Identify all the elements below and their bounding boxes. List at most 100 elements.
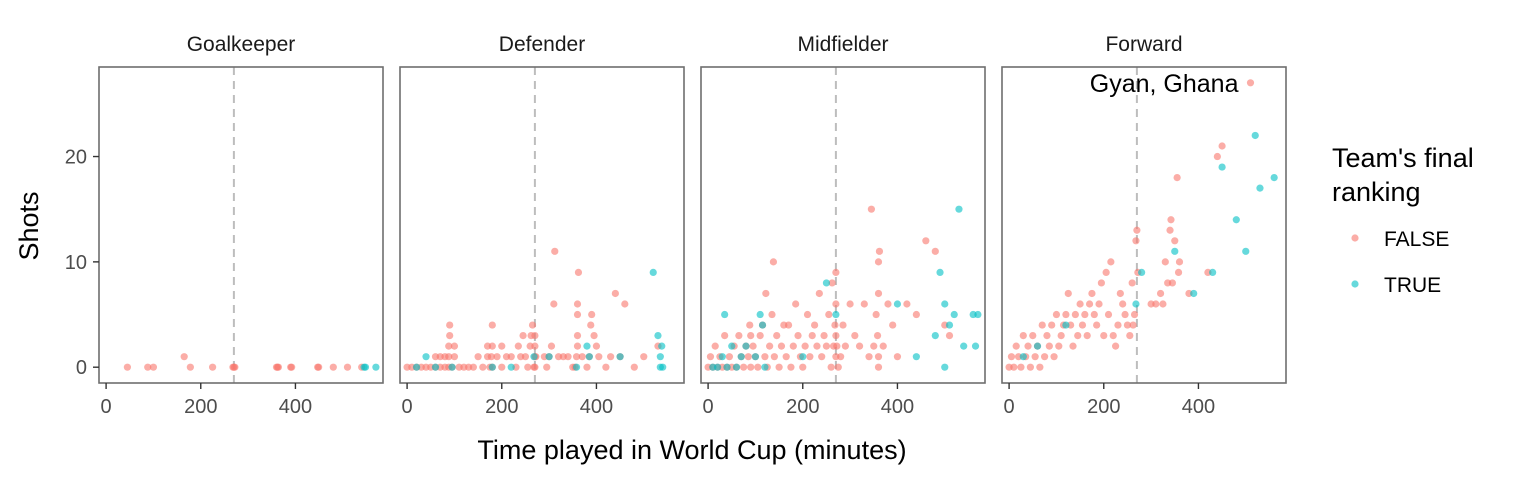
data-point (611, 289, 619, 298)
data-point (547, 342, 556, 350)
data-point (1048, 321, 1056, 329)
data-point (1085, 300, 1094, 308)
x-tick-label: 0 (402, 396, 413, 418)
data-point (945, 332, 954, 340)
data-point (971, 342, 980, 350)
data-point (789, 342, 797, 350)
data-point (718, 353, 726, 361)
data-point (149, 363, 158, 371)
data-point (1026, 363, 1034, 371)
data-point (630, 363, 638, 371)
x-tick-label: 200 (485, 396, 518, 418)
data-point (1132, 237, 1140, 245)
data-point (831, 321, 839, 329)
data-point (573, 342, 582, 350)
data-point (616, 353, 624, 361)
data-point (1007, 353, 1016, 361)
data-point (450, 342, 459, 350)
data-point (1081, 310, 1089, 319)
data-point (551, 247, 559, 255)
point-annotation: Gyan, Ghana (1090, 70, 1239, 98)
data-point (144, 363, 152, 371)
data-point (659, 363, 667, 371)
x-tick-label: 400 (580, 396, 613, 418)
data-point (889, 321, 897, 329)
x-tick-label: 200 (786, 396, 819, 418)
data-point (792, 300, 800, 308)
data-point (1069, 342, 1077, 350)
data-point (922, 237, 930, 245)
data-point (583, 342, 591, 350)
data-point (833, 342, 841, 350)
x-axis-title: Time played in World Cup (minutes) (477, 435, 906, 465)
x-tick-label: 400 (1182, 396, 1215, 418)
data-point (583, 363, 591, 371)
data-point (1128, 279, 1136, 287)
data-point (1076, 300, 1084, 308)
data-point (820, 332, 828, 340)
data-point (874, 353, 883, 361)
data-point (754, 363, 762, 371)
data-point (912, 353, 920, 361)
data-point (595, 353, 603, 361)
data-point (1171, 237, 1179, 245)
data-point (1104, 310, 1113, 319)
data-point (564, 353, 572, 361)
data-point (1036, 363, 1044, 371)
data-point (531, 342, 539, 350)
data-point (865, 353, 873, 361)
data-point (422, 353, 430, 361)
facet-title: Goalkeeper (187, 33, 296, 56)
data-point (361, 363, 370, 371)
data-point (713, 363, 722, 371)
data-point (737, 353, 745, 361)
data-point (799, 353, 807, 361)
data-point (912, 310, 920, 319)
data-point (1041, 353, 1049, 361)
data-point (931, 332, 939, 340)
data-point (746, 321, 754, 329)
data-point (519, 332, 527, 340)
data-point (528, 321, 537, 329)
data-point (592, 342, 601, 350)
data-point (1010, 363, 1018, 371)
data-point (1123, 321, 1132, 329)
data-point (1031, 353, 1039, 361)
data-point (587, 321, 595, 329)
data-point (782, 353, 790, 361)
data-point (872, 310, 880, 319)
x-tick-label: 200 (184, 396, 217, 418)
data-point (1095, 300, 1103, 308)
data-point (1071, 310, 1079, 319)
data-point (1038, 321, 1046, 329)
data-point (1190, 289, 1198, 298)
y-tick-label: 20 (65, 147, 87, 169)
data-point (445, 353, 453, 361)
data-point (1166, 226, 1174, 234)
data-point (1156, 289, 1165, 298)
data-point (822, 279, 831, 287)
data-point (874, 258, 883, 266)
data-point (607, 353, 615, 361)
data-point (735, 332, 743, 340)
data-point (1074, 332, 1082, 340)
data-point (621, 300, 629, 308)
data-point (573, 332, 582, 340)
data-point (654, 332, 662, 340)
facet-title: Forward (1105, 33, 1182, 56)
data-point (747, 332, 755, 340)
data-point (1017, 363, 1025, 371)
facet-title: Midfielder (797, 33, 888, 56)
data-point (1083, 332, 1091, 340)
data-point (498, 342, 506, 350)
data-point (811, 321, 819, 329)
data-point (873, 332, 882, 340)
data-point (412, 363, 421, 371)
data-point (1043, 332, 1051, 340)
data-point (1126, 332, 1134, 340)
x-tick-label: 0 (1004, 396, 1015, 418)
legend: Team's final ranking FALSE TRUE (1332, 143, 1474, 297)
data-point (751, 353, 760, 361)
